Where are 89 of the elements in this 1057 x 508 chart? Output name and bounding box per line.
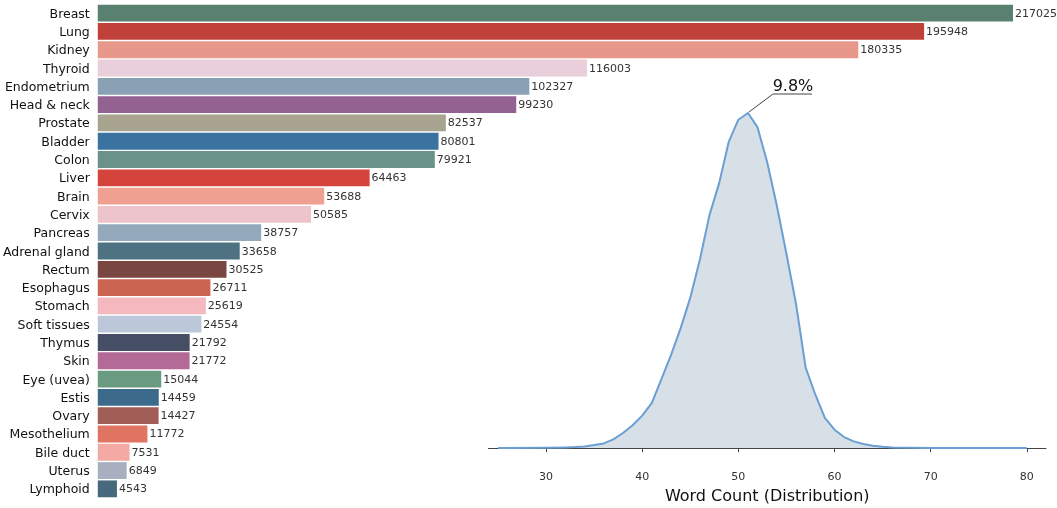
- x-axis-title: Word Count (Distribution): [664, 485, 870, 505]
- x-tick-label: 50: [731, 470, 746, 484]
- y-tick-label: Eye (uvea): [22, 371, 90, 387]
- bar: [97, 96, 517, 114]
- y-tick-label: Esophagus: [21, 280, 90, 296]
- x-tick-label: 70: [923, 470, 938, 484]
- y-tick-label: Estis: [60, 389, 90, 405]
- y-tick-label: Adrenal gland: [2, 243, 90, 259]
- y-tick-label: Liver: [59, 170, 91, 186]
- y-tick-label: Cervix: [49, 206, 90, 222]
- data-label: 82537: [447, 116, 483, 130]
- y-tick-label: Head & neck: [9, 97, 91, 113]
- y-tick-label: Lymphoid: [29, 481, 90, 497]
- y-tick-label: Stomach: [34, 298, 90, 314]
- data-label: 99230: [518, 98, 554, 112]
- bar: [97, 370, 162, 388]
- bar: [97, 425, 148, 443]
- data-label: 21772: [191, 354, 227, 368]
- data-label: 6849: [128, 464, 157, 478]
- bar: [97, 224, 262, 242]
- data-label: 21792: [191, 335, 227, 349]
- y-tick-label: Lung: [59, 23, 90, 39]
- bar: [97, 205, 312, 223]
- y-tick-label: Bile duct: [34, 444, 90, 460]
- data-label: 79921: [436, 153, 472, 167]
- data-label: 26711: [212, 281, 248, 295]
- data-label: 38757: [263, 226, 299, 240]
- x-tick-label: 60: [827, 470, 842, 484]
- data-label: 180335: [860, 43, 903, 57]
- bar: [97, 334, 190, 351]
- x-tick-label: 80: [1019, 470, 1034, 484]
- bar: [97, 443, 130, 461]
- data-label: 102327: [531, 79, 574, 93]
- bar: [97, 242, 240, 260]
- y-tick-label: Bladder: [41, 133, 91, 149]
- y-tick-label: Soft tissues: [17, 316, 90, 332]
- data-label: 30525: [228, 262, 264, 276]
- bar: [97, 4, 1013, 22]
- data-label: 7531: [131, 445, 160, 459]
- y-tick-label: Rectum: [42, 261, 90, 277]
- bar: [97, 388, 159, 406]
- bar: [97, 114, 446, 132]
- data-label: 15044: [163, 372, 199, 386]
- data-label: 64463: [371, 171, 407, 185]
- x-tick-label: 30: [539, 470, 554, 484]
- y-tick-label: Prostate: [38, 115, 91, 131]
- y-tick-label: Ovary: [52, 408, 91, 424]
- y-tick-label: Thyroid: [41, 60, 90, 76]
- y-tick-label: Endometrium: [4, 78, 90, 94]
- data-label: 24554: [203, 317, 239, 331]
- data-label: 33658: [241, 244, 277, 258]
- y-tick-label: Pancreas: [33, 225, 90, 241]
- data-label: 50585: [313, 207, 349, 221]
- bar: [97, 315, 202, 333]
- data-label: 80801: [440, 134, 476, 148]
- data-label: 25619: [207, 299, 243, 313]
- bar: [97, 187, 325, 205]
- bar: [97, 480, 117, 498]
- data-label: 11772: [149, 427, 185, 441]
- y-tick-label: Brain: [56, 188, 90, 204]
- data-label: 4543: [118, 482, 147, 496]
- data-label: 116003: [588, 61, 631, 75]
- bar: [97, 59, 587, 77]
- data-label: 195948: [926, 24, 969, 38]
- bar: [97, 297, 206, 315]
- bar: [97, 132, 439, 150]
- y-tick-label: Uterus: [48, 463, 90, 479]
- bar: [97, 462, 127, 479]
- bar: [97, 41, 859, 59]
- bar: [97, 77, 530, 95]
- y-tick-label: Skin: [63, 353, 90, 369]
- y-tick-label: Kidney: [47, 42, 91, 58]
- y-tick-label: Colon: [54, 152, 90, 168]
- bar: [97, 169, 370, 187]
- bar: [97, 352, 190, 370]
- bar: [97, 23, 925, 40]
- data-label: 14427: [160, 409, 196, 423]
- data-label: 14459: [160, 390, 196, 404]
- bar: [97, 407, 159, 425]
- y-tick-label: Mesothelium: [9, 426, 90, 442]
- bar: [97, 151, 435, 168]
- y-tick-label: Breast: [49, 5, 90, 21]
- y-tick-label: Thymus: [39, 334, 90, 350]
- bar: [97, 279, 211, 297]
- annotation: 9.8%: [772, 75, 814, 95]
- data-label: 53688: [326, 189, 362, 203]
- data-label: 217025: [1015, 6, 1057, 20]
- x-tick-label: 40: [635, 470, 650, 484]
- bar: [97, 260, 227, 278]
